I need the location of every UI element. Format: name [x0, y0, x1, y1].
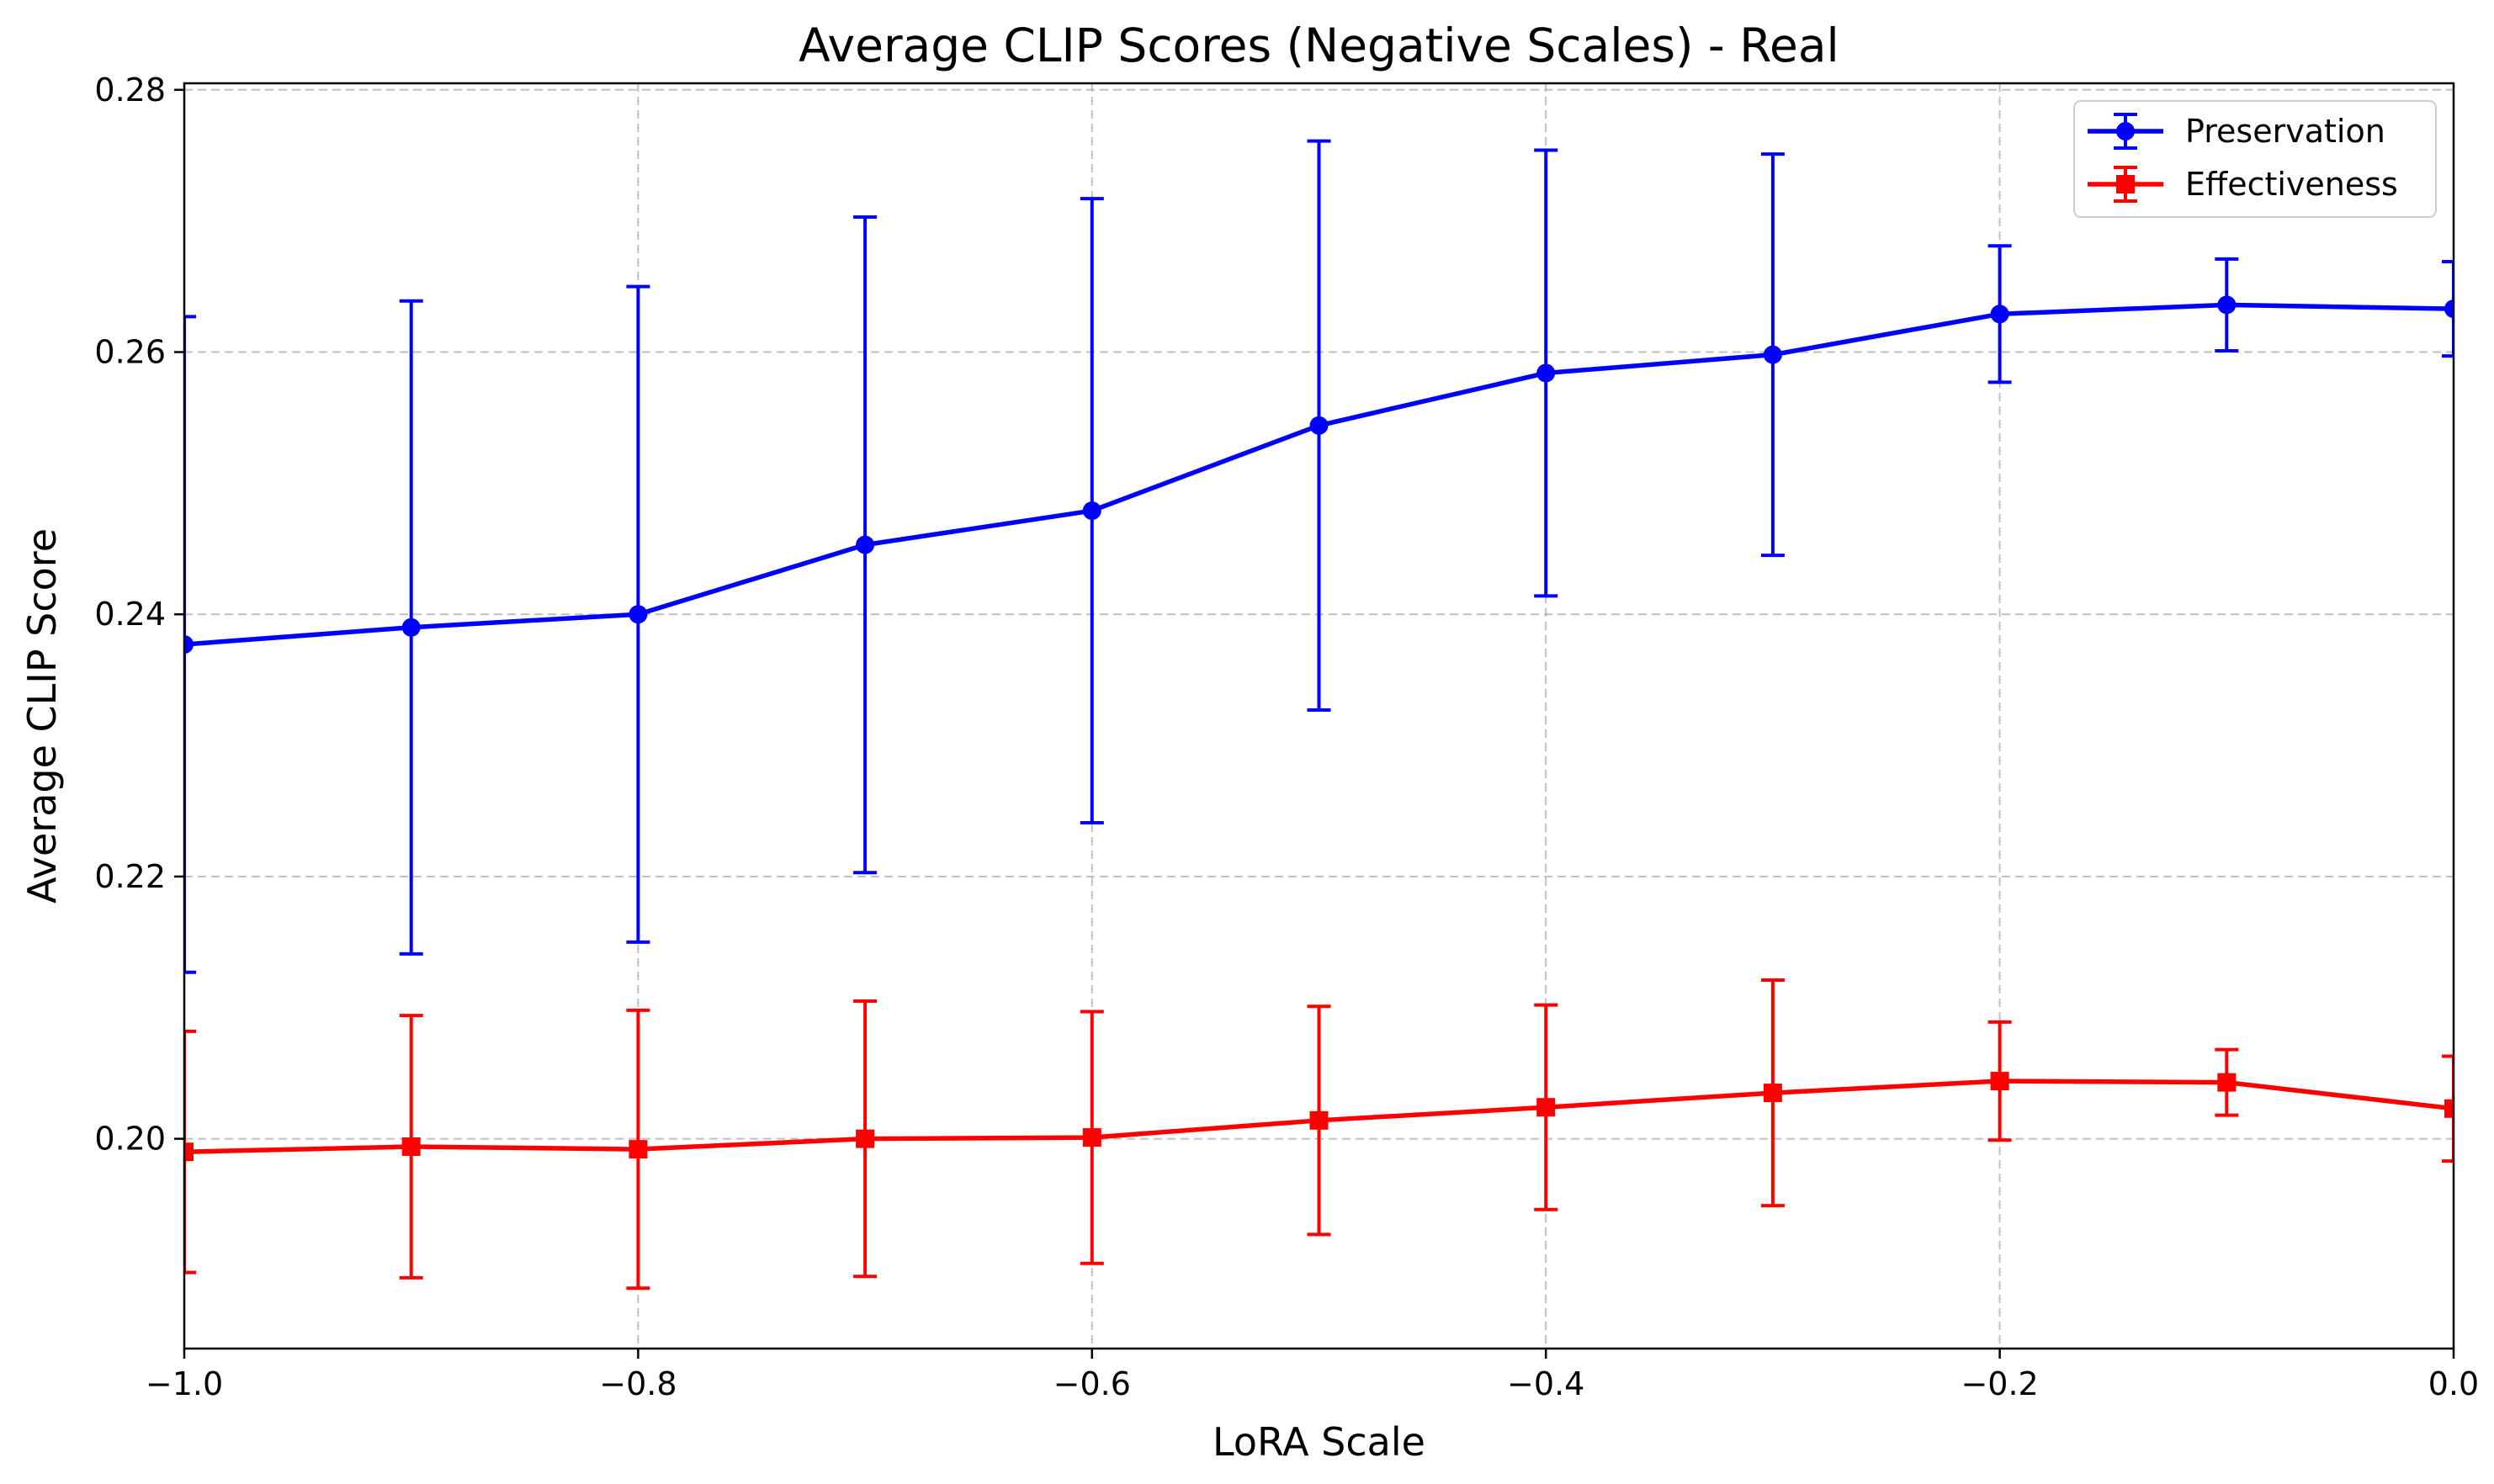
- y-tick-label: 0.22: [94, 858, 166, 895]
- data-point: [401, 617, 421, 637]
- data-point: [629, 605, 648, 624]
- y-tick-label: 0.28: [94, 72, 166, 109]
- legend-entry-preservation[interactable]: Preservation: [2088, 113, 2385, 150]
- data-point: [1763, 345, 1782, 364]
- legend-label: Preservation: [2185, 113, 2385, 150]
- data-point: [184, 1142, 194, 1162]
- x-tick-label: 0.0: [2428, 1365, 2479, 1402]
- x-tick-label: −0.2: [1961, 1365, 2038, 1402]
- data-point: [184, 635, 194, 655]
- legend-marker: [2116, 122, 2135, 140]
- data-point: [2217, 295, 2237, 315]
- legend-label: Effectiveness: [2185, 166, 2398, 203]
- data-point: [1309, 1110, 1329, 1130]
- legend[interactable]: Preservation Effectiveness: [2073, 100, 2437, 218]
- x-tick-label: −0.6: [1053, 1365, 1131, 1402]
- data-point: [1082, 1128, 1101, 1147]
- data-point: [856, 1129, 875, 1148]
- data-point: [401, 1137, 421, 1156]
- x-tick-label: −0.4: [1507, 1365, 1584, 1402]
- data-point: [856, 535, 875, 554]
- data-point: [2444, 299, 2454, 319]
- data-point: [1309, 416, 1329, 435]
- y-tick-label: 0.24: [94, 596, 166, 633]
- data-point: [1082, 501, 1101, 521]
- y-tick-label: 0.20: [94, 1121, 166, 1158]
- data-point: [1536, 363, 1556, 383]
- y-tick-label: 0.26: [94, 334, 166, 371]
- plot-frame: [183, 82, 2455, 1350]
- data-point: [1536, 1098, 1556, 1117]
- chart-title: Average CLIP Scores (Negative Scales) - …: [799, 19, 1839, 72]
- data-point: [2217, 1073, 2237, 1092]
- series-layer: [184, 139, 2454, 1291]
- axes: −1.0 −0.8 −0.6 −0.4 −0.2 0.0 0.20 0.22 0.24 0.26 0…: [94, 72, 2479, 1402]
- legend-box: [2073, 100, 2437, 218]
- legend-entry-effectiveness[interactable]: Effectiveness: [2088, 166, 2398, 203]
- data-point: [1763, 1084, 1782, 1103]
- data-point: [2444, 1099, 2454, 1118]
- legend-marker: [2116, 175, 2135, 193]
- x-tick-label: −1.0: [146, 1365, 223, 1402]
- y-axis-label: Average CLIP Score: [19, 528, 65, 904]
- data-point: [1990, 1072, 2009, 1091]
- x-tick-label: −0.8: [599, 1365, 677, 1402]
- series-effectiveness: [184, 978, 2454, 1291]
- data-point: [1990, 305, 2009, 324]
- data-point: [629, 1140, 648, 1159]
- x-axis-label: LoRA Scale: [1213, 1419, 1425, 1465]
- series-preservation: [184, 139, 2454, 974]
